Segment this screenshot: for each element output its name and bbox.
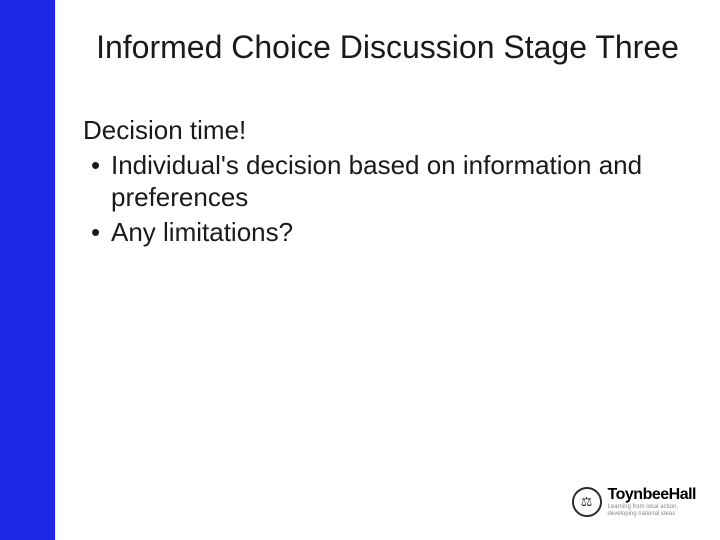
logo-text: ToynbeeHall Learning from local action, … (608, 487, 696, 518)
bullet-item: Individual's decision based on informati… (83, 149, 692, 214)
slide-content: Informed Choice Discussion Stage Three D… (55, 0, 720, 540)
slide-body: Decision time! Individual's decision bas… (83, 114, 692, 248)
lead-text: Decision time! (83, 114, 692, 147)
logo-name-line: ToynbeeHall (608, 487, 696, 503)
bullet-item: Any limitations? (83, 216, 692, 249)
logo-tagline-2: developing national ideas (608, 511, 696, 518)
bullet-list: Individual's decision based on informati… (83, 149, 692, 249)
logo-tagline-1: Learning from local action, (608, 504, 696, 511)
logo-name: Toynbee (608, 486, 669, 503)
slide: Informed Choice Discussion Stage Three D… (0, 0, 720, 540)
sidebar-accent (0, 0, 55, 540)
logo-seal-icon: ⚖ (572, 487, 602, 517)
logo-hall: Hall (669, 486, 696, 503)
footer-logo: ⚖ ToynbeeHall Learning from local action… (572, 487, 696, 518)
slide-title: Informed Choice Discussion Stage Three (83, 28, 692, 66)
